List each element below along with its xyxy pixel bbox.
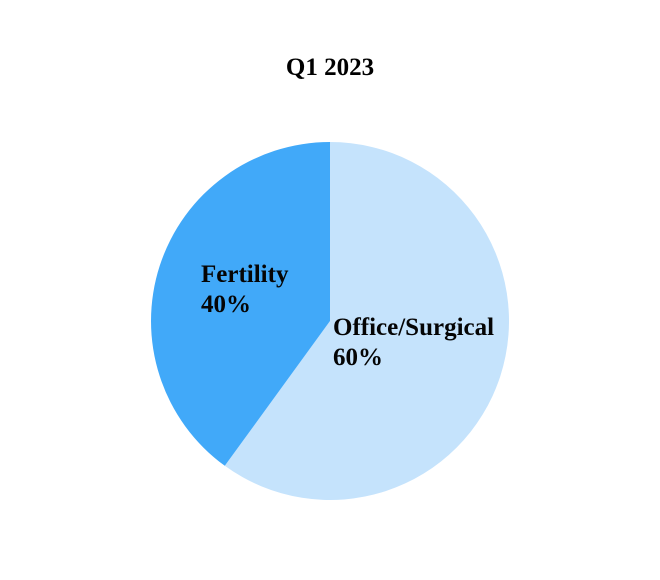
slice-label-name: Fertility (201, 261, 289, 288)
slice-label-office-surgical: Office/Surgical 60% (333, 313, 494, 373)
slice-label-pct: 60% (333, 344, 383, 371)
slice-label-pct: 40% (201, 291, 251, 318)
slice-label-fertility: Fertility 40% (201, 260, 288, 320)
pie-chart (151, 142, 509, 500)
pie-slice-office-surgical (224, 142, 509, 500)
slice-label-name: Office/Surgical (333, 314, 495, 341)
pie-slice-fertility (151, 142, 330, 466)
chart-title: Q1 2023 (285, 54, 375, 81)
